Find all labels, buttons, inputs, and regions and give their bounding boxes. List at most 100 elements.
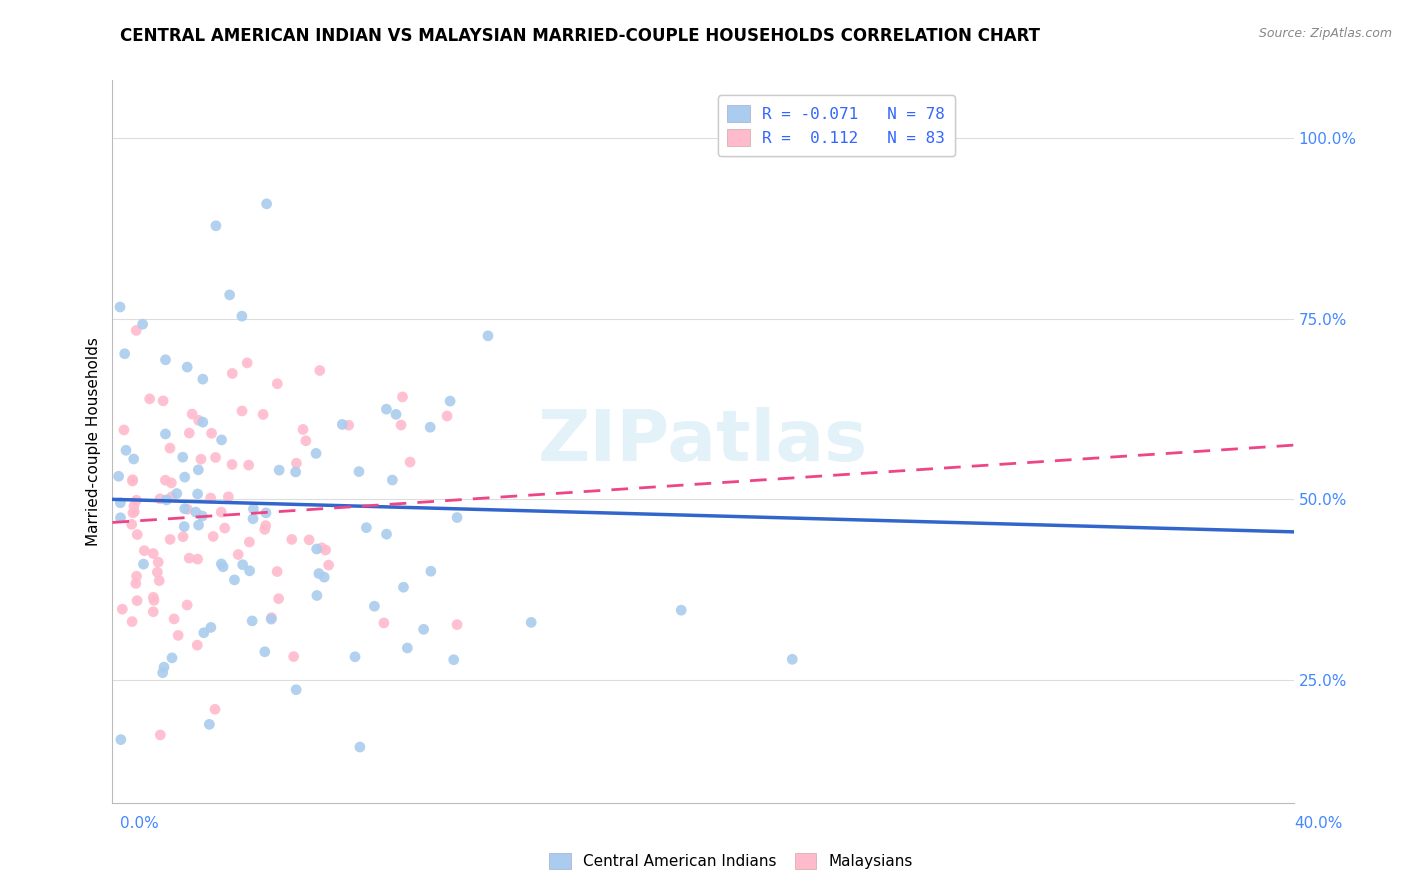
Point <box>191 509 214 524</box>
Point <box>252 408 274 422</box>
Point <box>242 512 264 526</box>
Point <box>214 521 236 535</box>
Point <box>209 505 232 519</box>
Point <box>146 566 169 580</box>
Point <box>187 413 209 427</box>
Point <box>375 527 398 541</box>
Text: 40.0%: 40.0% <box>1295 816 1343 831</box>
Point <box>121 473 143 487</box>
Point <box>337 418 360 433</box>
Point <box>520 615 543 630</box>
Point <box>315 543 337 558</box>
Point <box>209 557 232 571</box>
Point <box>163 612 186 626</box>
Point <box>253 522 276 536</box>
Point <box>344 649 367 664</box>
Point <box>172 530 194 544</box>
Point <box>217 490 239 504</box>
Point <box>232 558 254 572</box>
Point <box>186 638 208 652</box>
Point <box>477 328 499 343</box>
Point <box>269 463 291 477</box>
Point <box>238 458 260 472</box>
Point <box>212 559 235 574</box>
Point <box>399 455 422 469</box>
Point <box>187 552 209 566</box>
Point <box>142 591 165 605</box>
Point <box>173 519 195 533</box>
Point <box>155 492 177 507</box>
Point <box>155 352 177 367</box>
Point <box>198 717 221 731</box>
Point <box>132 557 155 571</box>
Point <box>314 570 336 584</box>
Point <box>176 360 198 375</box>
Point <box>160 490 183 504</box>
Point <box>446 510 468 524</box>
Point <box>254 518 277 533</box>
Point <box>142 547 165 561</box>
Point <box>205 219 228 233</box>
Point <box>107 469 129 483</box>
Point <box>291 422 314 436</box>
Point <box>110 732 132 747</box>
Point <box>392 580 415 594</box>
Point <box>201 426 224 441</box>
Point <box>298 533 321 547</box>
Point <box>305 589 328 603</box>
Point <box>260 612 283 626</box>
Point <box>311 541 333 555</box>
Point <box>347 465 370 479</box>
Point <box>152 665 174 680</box>
Point <box>167 628 190 642</box>
Point <box>125 323 148 337</box>
Point <box>260 610 283 624</box>
Point <box>308 566 330 581</box>
Text: CENTRAL AMERICAN INDIAN VS MALAYSIAN MARRIED-COUPLE HOUSEHOLDS CORRELATION CHART: CENTRAL AMERICAN INDIAN VS MALAYSIAN MAR… <box>120 27 1039 45</box>
Point <box>125 569 148 583</box>
Point <box>121 474 143 488</box>
Point <box>211 433 233 447</box>
Point <box>330 417 353 432</box>
Point <box>305 541 328 556</box>
Point <box>190 452 212 467</box>
Point <box>373 615 395 630</box>
Point <box>396 640 419 655</box>
Point <box>181 407 204 421</box>
Point <box>436 409 458 423</box>
Point <box>267 591 290 606</box>
Point <box>121 615 143 629</box>
Point <box>159 533 181 547</box>
Point <box>363 599 385 614</box>
Point <box>218 288 240 302</box>
Point <box>391 390 413 404</box>
Point <box>122 452 145 467</box>
Point <box>381 473 404 487</box>
Point <box>240 614 263 628</box>
Point <box>439 394 461 409</box>
Point <box>375 402 398 417</box>
Point <box>281 533 304 547</box>
Point <box>148 574 170 588</box>
Point <box>110 496 132 510</box>
Point <box>204 450 226 465</box>
Legend: R = -0.071   N = 78, R =  0.112   N = 83: R = -0.071 N = 78, R = 0.112 N = 83 <box>717 95 955 156</box>
Point <box>142 605 165 619</box>
Point <box>419 564 441 578</box>
Point <box>191 415 214 429</box>
Point <box>125 493 148 508</box>
Point <box>115 443 138 458</box>
Y-axis label: Married-couple Households: Married-couple Households <box>86 337 101 546</box>
Point <box>176 502 198 516</box>
Point <box>200 491 222 505</box>
Point <box>446 617 468 632</box>
Point <box>295 434 318 448</box>
Point <box>184 505 207 519</box>
Point <box>231 309 253 323</box>
Point <box>124 505 146 519</box>
Point <box>443 653 465 667</box>
Point <box>160 475 183 490</box>
Point <box>160 651 183 665</box>
Point <box>419 420 441 434</box>
Point <box>221 367 243 381</box>
